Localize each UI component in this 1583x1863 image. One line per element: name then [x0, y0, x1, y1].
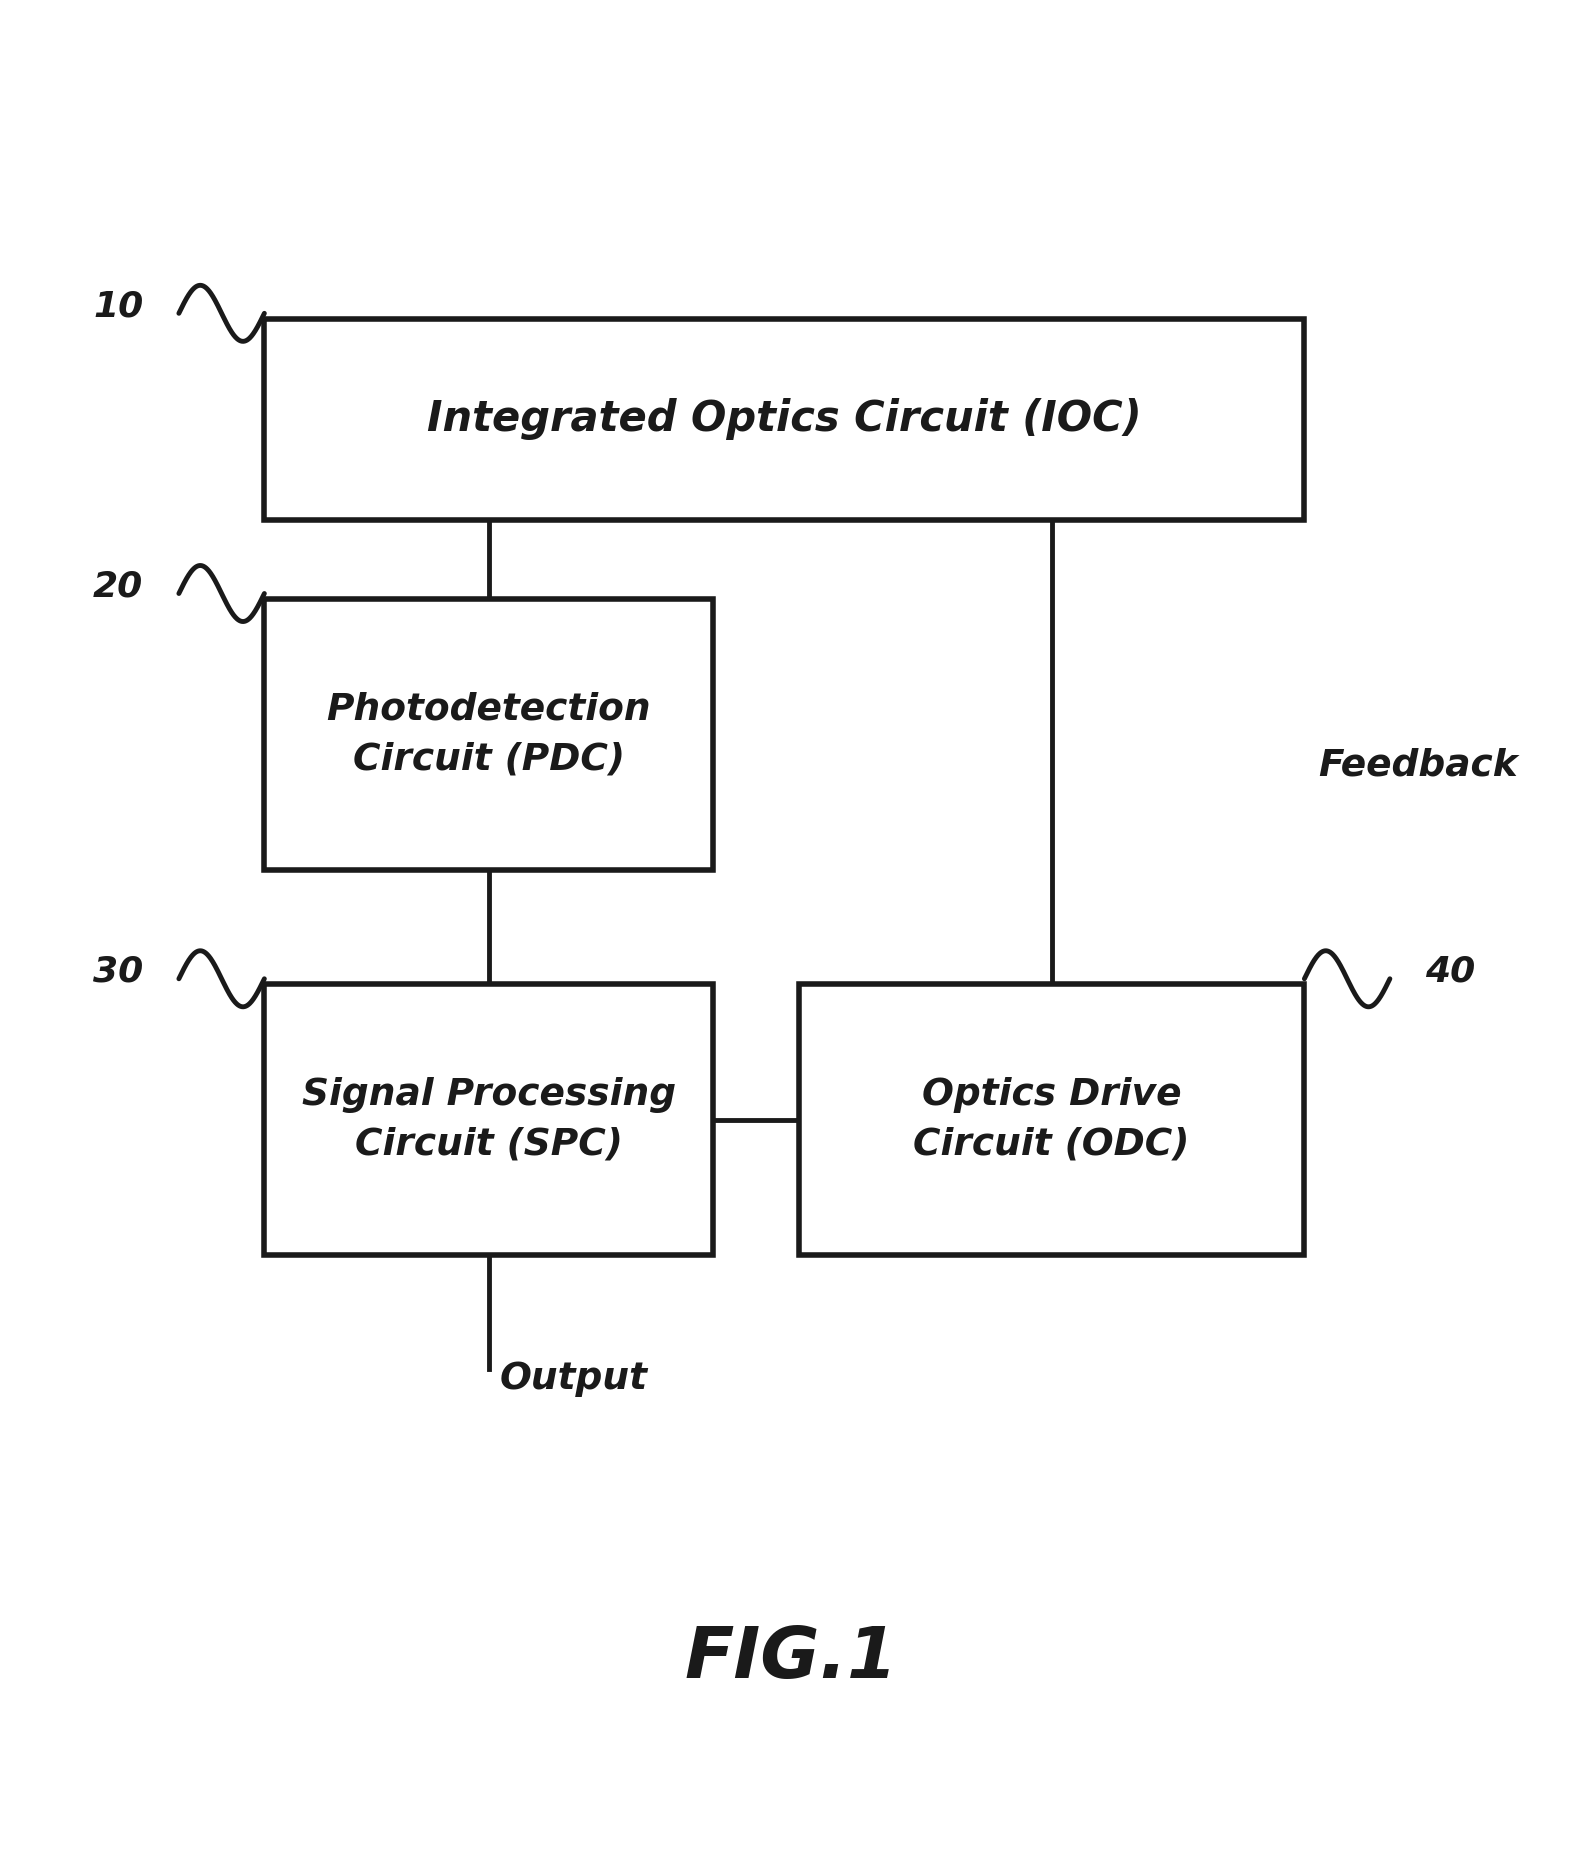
FancyBboxPatch shape: [264, 319, 1304, 520]
Text: Integrated Optics Circuit (IOC): Integrated Optics Circuit (IOC): [427, 399, 1141, 440]
Text: 20: 20: [93, 570, 142, 604]
Text: Feedback: Feedback: [1319, 747, 1518, 782]
FancyBboxPatch shape: [264, 984, 712, 1256]
FancyBboxPatch shape: [798, 984, 1304, 1256]
Text: FIG.1: FIG.1: [685, 1625, 898, 1693]
Text: 10: 10: [93, 289, 142, 324]
Text: Optics Drive
Circuit (ODC): Optics Drive Circuit (ODC): [913, 1077, 1190, 1163]
FancyBboxPatch shape: [264, 598, 712, 870]
Text: 30: 30: [93, 954, 142, 989]
Text: Photodetection
Circuit (PDC): Photodetection Circuit (PDC): [326, 691, 651, 777]
Text: 40: 40: [1425, 954, 1475, 989]
Text: Output: Output: [499, 1360, 647, 1397]
Text: Signal Processing
Circuit (SPC): Signal Processing Circuit (SPC): [302, 1077, 676, 1163]
